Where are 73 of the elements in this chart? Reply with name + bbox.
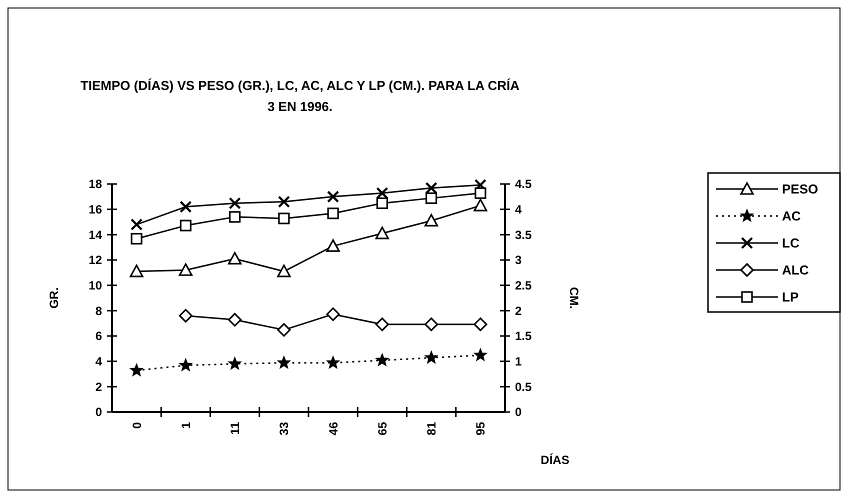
y-tick-label: 10 xyxy=(88,278,102,293)
legend-label: ALC xyxy=(782,262,810,278)
point xyxy=(178,308,192,323)
y-tick-label: 4 xyxy=(95,354,102,369)
point xyxy=(228,197,241,210)
y2-tick-label: 2 xyxy=(515,304,522,318)
chart-title: TIEMPO (DÍAS) VS PESO (GR.), LC, AC, ALC Y LP (CM.). PARA LA CRÍA 3 EN 1996. xyxy=(80,78,520,114)
x-tick-label: 1 xyxy=(178,422,193,429)
y2-axis-title: CM. xyxy=(567,287,581,309)
y2-tick-label: 1 xyxy=(515,354,522,369)
point xyxy=(180,200,192,213)
point xyxy=(130,264,144,278)
y-tick-label: 8 xyxy=(95,304,102,318)
point xyxy=(474,187,486,199)
y2-tick-label: 3.5 xyxy=(515,228,532,242)
y-tick-label: 14 xyxy=(88,228,102,242)
y-tick-label: 2 xyxy=(95,380,102,394)
point xyxy=(424,350,438,364)
point xyxy=(376,353,389,366)
y2-tick-label: 4.5 xyxy=(515,177,532,192)
y-tick-label: 18 xyxy=(88,177,102,192)
point xyxy=(278,212,290,224)
legend-label: LP xyxy=(782,290,799,305)
point xyxy=(424,318,438,332)
point xyxy=(426,192,438,204)
x-tick-label: 33 xyxy=(277,422,292,436)
point xyxy=(178,263,192,276)
point xyxy=(277,356,291,369)
point xyxy=(375,226,389,240)
x-tick-label: 95 xyxy=(474,422,488,436)
point xyxy=(326,239,340,252)
point xyxy=(130,218,143,231)
y2-tick-label: 3 xyxy=(515,253,522,268)
point xyxy=(130,364,144,376)
y-axis-title: GR. xyxy=(47,287,61,309)
point xyxy=(228,312,242,327)
y-tick-label: 16 xyxy=(88,202,102,217)
point xyxy=(326,190,340,203)
point xyxy=(474,198,488,212)
y2-tick-label: 4 xyxy=(515,202,522,217)
x-axis-title: DÍAS xyxy=(540,453,570,467)
point xyxy=(228,252,242,265)
y2-tick-label: 0.5 xyxy=(515,380,532,394)
point xyxy=(278,196,290,208)
point xyxy=(229,211,241,223)
point xyxy=(130,232,142,245)
y-tick-label: 0 xyxy=(95,405,102,420)
x-tick-label: 11 xyxy=(228,422,242,435)
point xyxy=(474,318,488,332)
point xyxy=(327,208,339,220)
point xyxy=(277,264,291,278)
point xyxy=(424,214,438,227)
point xyxy=(376,197,388,210)
x-tick-label: 65 xyxy=(375,422,390,436)
y2-tick-label: 0 xyxy=(515,405,522,420)
legend-label: LC xyxy=(782,236,800,251)
x-tick-label: 46 xyxy=(326,422,340,436)
y-tick-label: 6 xyxy=(95,329,102,344)
y2-tick-label: 1.5 xyxy=(515,329,532,344)
point xyxy=(277,323,291,337)
x-tick-label: 81 xyxy=(424,422,439,436)
point xyxy=(326,356,340,369)
y2-tick-label: 2.5 xyxy=(515,278,532,293)
y-tick-label: 12 xyxy=(88,253,102,268)
x-tick-label: 0 xyxy=(130,422,144,429)
point xyxy=(375,318,389,332)
point xyxy=(474,348,488,361)
point xyxy=(228,356,242,370)
point xyxy=(179,358,192,372)
point xyxy=(180,220,192,232)
legend-label: AC xyxy=(782,208,802,224)
legend-label: PESO xyxy=(782,182,818,197)
point xyxy=(326,307,340,322)
